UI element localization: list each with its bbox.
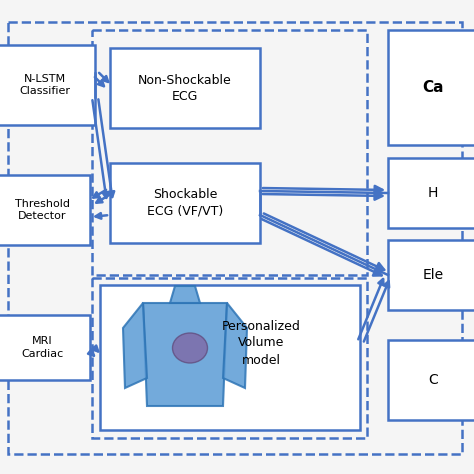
Bar (0, 45, 95, 125)
Text: H: H (428, 186, 438, 200)
Text: Ca: Ca (422, 80, 444, 95)
Text: MRI
Cardiac: MRI Cardiac (21, 336, 64, 359)
Bar (110, 163, 260, 243)
Text: C: C (428, 373, 438, 387)
Bar (388, 30, 474, 145)
Bar (388, 158, 474, 228)
Bar (92, 278, 367, 438)
Text: Shockable
ECG (VF/VT): Shockable ECG (VF/VT) (147, 189, 223, 218)
Ellipse shape (173, 333, 208, 363)
Bar (0, 175, 90, 245)
Text: Non-Shockable
ECG: Non-Shockable ECG (138, 73, 232, 102)
Bar (92, 30, 367, 275)
Polygon shape (123, 303, 147, 388)
Bar (110, 48, 260, 128)
Text: Ele: Ele (422, 268, 444, 282)
Polygon shape (170, 286, 200, 303)
Text: Personalized
Volume
model: Personalized Volume model (222, 319, 301, 366)
Bar (388, 240, 474, 310)
Bar (388, 340, 474, 420)
Text: N-LSTM
Classifier: N-LSTM Classifier (19, 74, 71, 96)
Text: Threshold
Detector: Threshold Detector (15, 199, 70, 221)
Polygon shape (223, 303, 247, 388)
Polygon shape (143, 303, 227, 406)
Bar (0, 315, 90, 380)
Bar (100, 285, 360, 430)
